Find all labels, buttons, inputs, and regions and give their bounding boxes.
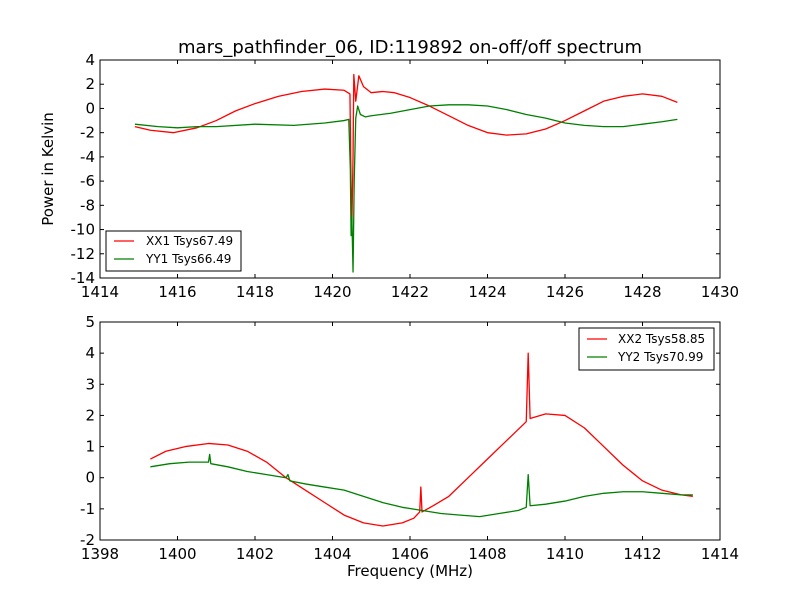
- y-tick-label: 4: [85, 51, 95, 69]
- y-tick-label: 1: [85, 438, 95, 456]
- bottom-plot-frame: [99, 321, 721, 541]
- y-tick-label: -2: [80, 531, 95, 549]
- y-tick-label: -10: [71, 221, 96, 239]
- y-tick-label: -4: [80, 148, 95, 166]
- legend-label-xx1: XX1 Tsys67.49: [146, 234, 233, 248]
- top-plot-title: mars_pathfinder_06, ID:119892 on-off/off…: [178, 37, 642, 58]
- y-tick-label: 2: [85, 75, 95, 93]
- y-tick-label: 0: [85, 99, 95, 117]
- x-tick-label: 1428: [623, 283, 661, 301]
- legend-label-xx2: XX2 Tsys58.85: [618, 332, 705, 346]
- y-tick-label: 2: [85, 406, 95, 424]
- bottom-plot-x-axis-label: Frequency (MHz): [347, 562, 473, 580]
- x-tick-label: 1398: [81, 545, 119, 563]
- y-tick-label: 4: [85, 344, 95, 362]
- bottom-plot-series: [150, 352, 693, 527]
- legend-label-yy2: YY2 Tsys70.99: [617, 350, 703, 364]
- x-tick-label: 1400: [158, 545, 196, 563]
- x-tick-label: 1412: [623, 545, 661, 563]
- x-tick-label: 1406: [391, 545, 429, 563]
- x-tick-label: 1420: [313, 283, 351, 301]
- bottom-series-line-2: [150, 453, 693, 518]
- top-plot: mars_pathfinder_06, ID:119892 on-off/off…: [39, 37, 739, 301]
- x-tick-label: 1422: [391, 283, 429, 301]
- x-tick-label: 1414: [701, 545, 739, 563]
- x-tick-label: 1402: [236, 545, 274, 563]
- x-tick-label: 1430: [701, 283, 739, 301]
- x-tick-label: 1414: [81, 283, 119, 301]
- y-tick-label: -6: [80, 172, 95, 190]
- legend-box: [105, 230, 242, 272]
- x-tick-label: 1424: [468, 283, 506, 301]
- top-plot-y-axis-label: Power in Kelvin: [39, 112, 57, 226]
- y-tick-label: -1: [80, 500, 95, 518]
- x-tick-label: 1408: [468, 545, 506, 563]
- y-tick-label: 5: [85, 313, 95, 331]
- x-tick-label: 1418: [236, 283, 274, 301]
- x-tick-label: 1404: [313, 545, 351, 563]
- y-tick-label: -2: [80, 124, 95, 142]
- x-tick-label: 1416: [158, 283, 196, 301]
- legend-label-yy1: YY1 Tsys66.49: [145, 252, 231, 266]
- x-tick-label: 1426: [546, 283, 584, 301]
- legend-box: [578, 327, 715, 371]
- y-tick-label: -8: [80, 196, 95, 214]
- top-series-line-1: [134, 73, 678, 225]
- top-series-line-2: [134, 104, 678, 273]
- top-plot-frame: [99, 59, 721, 279]
- y-tick-label: 3: [85, 375, 95, 393]
- top-plot-ticks: 1414 1416 1418 1420 1422 1424 1426 1428 1430 4 2 0 -…: [71, 51, 740, 301]
- y-tick-label: 0: [85, 469, 95, 487]
- y-tick-label: -12: [71, 245, 96, 263]
- y-tick-label: -14: [71, 269, 96, 287]
- x-tick-label: 1410: [546, 545, 584, 563]
- bottom-series-line-1: [150, 352, 693, 527]
- top-plot-legend: XX1 Tsys67.49 YY1 Tsys66.49: [105, 230, 242, 272]
- bottom-plot: Frequency (MHz) 1398 1400 1402 1404 1406 1408…: [80, 313, 739, 580]
- bottom-plot-legend: XX2 Tsys58.85 YY2 Tsys70.99: [578, 327, 715, 371]
- top-plot-series: [134, 73, 678, 273]
